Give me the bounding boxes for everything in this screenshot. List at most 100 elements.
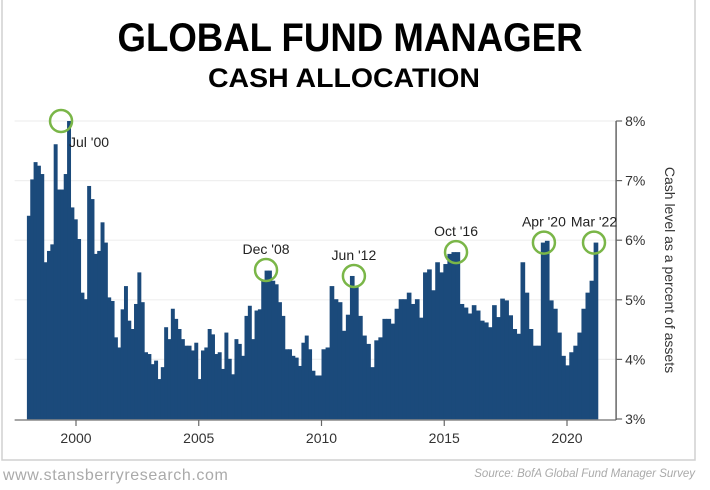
bar (284, 349, 289, 420)
source-note: Source: BofA Global Fund Manager Survey (474, 468, 696, 480)
bar (427, 269, 432, 420)
bar (33, 162, 38, 420)
x-tick-label: 2005 (183, 430, 214, 446)
bar (43, 262, 48, 420)
bar (512, 329, 518, 420)
bar (247, 305, 252, 420)
bar (314, 375, 319, 420)
bar (110, 300, 115, 420)
bar (70, 207, 75, 420)
bar (370, 367, 375, 420)
bar (492, 305, 497, 420)
bar (57, 189, 61, 420)
bar (97, 250, 102, 420)
bar (402, 299, 408, 420)
bar (164, 327, 169, 420)
bar (180, 339, 185, 420)
y-tick-label: 4% (625, 351, 645, 367)
bar (264, 270, 269, 420)
bar (390, 323, 396, 420)
annotation-label: Jun '12 (332, 247, 377, 263)
bar (50, 244, 55, 420)
bar (241, 355, 246, 420)
bar (378, 337, 384, 420)
bar (366, 343, 371, 420)
x-tick-label: 2020 (551, 430, 582, 446)
chart-title: GLOBAL FUND MANAGER (118, 16, 583, 60)
bar (544, 240, 550, 420)
bar (160, 367, 165, 420)
bar (154, 360, 159, 420)
bar (585, 292, 591, 420)
bar (358, 315, 363, 420)
bar (374, 340, 379, 420)
bar (475, 310, 481, 420)
highlight-circle (253, 257, 279, 283)
bar (187, 345, 192, 420)
bar (496, 317, 501, 420)
bar (524, 292, 530, 420)
highlight-circle (443, 239, 469, 265)
bar (87, 185, 92, 420)
bar (167, 339, 172, 420)
bar (207, 329, 212, 420)
bar (362, 335, 367, 420)
bar (471, 305, 477, 420)
bar (40, 174, 45, 420)
bar (36, 165, 41, 420)
bar (308, 349, 313, 420)
x-tick-label: 2010 (306, 430, 337, 446)
bar (561, 355, 566, 420)
bar (394, 308, 400, 420)
y-tick-label: 7% (625, 173, 645, 189)
bar (548, 300, 554, 420)
bar (435, 262, 440, 420)
bar (488, 327, 493, 420)
bar (593, 242, 599, 420)
bar (117, 347, 122, 420)
chart-subtitle: CASH ALLOCATION (208, 63, 480, 93)
bar (467, 313, 473, 420)
bar (321, 349, 327, 420)
bar (237, 343, 242, 420)
bar (288, 349, 292, 420)
bar (528, 329, 534, 420)
bar (447, 253, 453, 420)
bar (197, 379, 202, 420)
bar (500, 298, 505, 420)
bar (463, 307, 469, 420)
bar (271, 280, 276, 420)
bar (589, 280, 595, 420)
bar (30, 179, 35, 420)
bar (100, 222, 105, 420)
bar (479, 320, 485, 420)
bar (573, 345, 578, 420)
bar (565, 365, 570, 420)
bar (231, 374, 236, 420)
bars (26, 121, 599, 420)
bar (557, 332, 562, 420)
bar (274, 284, 279, 420)
y-tick-label: 3% (625, 411, 645, 427)
annotation-label: Oct '16 (434, 223, 478, 239)
bar (53, 144, 58, 420)
bar (325, 347, 331, 420)
bar (569, 352, 574, 420)
bar (150, 364, 155, 420)
bar (581, 308, 587, 420)
bar (140, 302, 145, 420)
bar (244, 315, 249, 420)
bar (80, 292, 85, 420)
bar (451, 252, 457, 420)
bar (26, 215, 31, 420)
bar (73, 219, 78, 420)
bar (508, 315, 513, 420)
y-axis-label: Cash level as a percent of assets (662, 167, 678, 373)
bar (304, 335, 309, 420)
y-tick-label: 6% (625, 232, 645, 248)
bar (294, 357, 299, 420)
bar (257, 309, 262, 420)
bar (214, 354, 219, 420)
bar (190, 350, 195, 420)
